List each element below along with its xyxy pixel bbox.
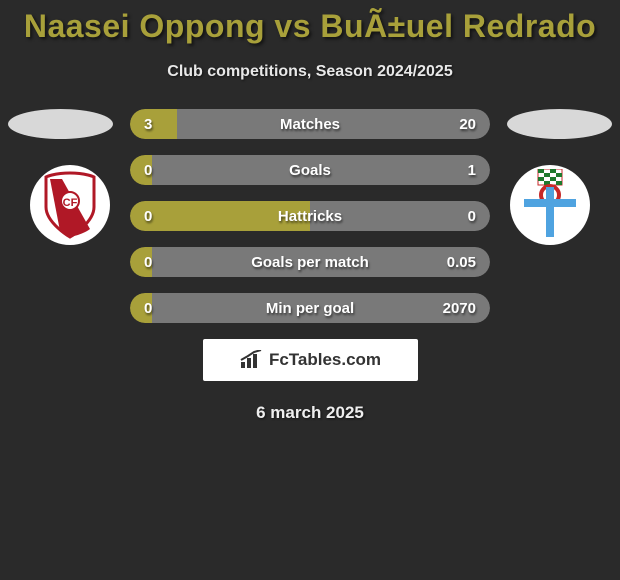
- stat-right-value: 1: [468, 162, 476, 179]
- stat-right-value: 2070: [443, 300, 476, 317]
- stat-label: Hattricks: [278, 208, 342, 225]
- stat-right-value: 0: [468, 208, 476, 225]
- stat-label: Goals: [289, 162, 331, 179]
- stat-left-value: 3: [144, 116, 152, 133]
- comparison-title: Naasei Oppong vs BuÃ±uel Redrado: [0, 0, 620, 45]
- stat-left-fill: [130, 109, 177, 139]
- stat-left-value: 0: [144, 162, 152, 179]
- branding-banner[interactable]: FcTables.com: [203, 339, 418, 381]
- comparison-subtitle: Club competitions, Season 2024/2025: [0, 63, 620, 81]
- stat-left-value: 0: [144, 300, 152, 317]
- club-badge-right: [510, 165, 590, 245]
- club-badge-left: CF: [30, 165, 110, 245]
- player-photo-right: [507, 109, 612, 139]
- bar-chart-icon: [239, 350, 263, 370]
- comparison-content: CF 3 Matches 20 0 Goals 1: [0, 109, 620, 423]
- comparison-date: 6 march 2025: [0, 403, 620, 423]
- stat-row: 0 Goals per match 0.05: [130, 247, 490, 277]
- stats-list: 3 Matches 20 0 Goals 1 0 Hattricks 0 0 G…: [130, 109, 490, 323]
- stat-right-value: 0.05: [447, 254, 476, 271]
- svg-text:CF: CF: [63, 197, 78, 209]
- stat-label: Min per goal: [266, 300, 354, 317]
- stat-row: 0 Min per goal 2070: [130, 293, 490, 323]
- branding-text: FcTables.com: [269, 350, 381, 370]
- stat-left-value: 0: [144, 254, 152, 271]
- stat-row: 0 Hattricks 0: [130, 201, 490, 231]
- racing-ferrol-crest-icon: [518, 169, 582, 241]
- stat-label: Goals per match: [251, 254, 369, 271]
- stat-right-value: 20: [459, 116, 476, 133]
- stat-label: Matches: [280, 116, 340, 133]
- player-photo-left: [8, 109, 113, 139]
- stat-left-value: 0: [144, 208, 152, 225]
- stat-row: 0 Goals 1: [130, 155, 490, 185]
- stat-row: 3 Matches 20: [130, 109, 490, 139]
- granada-crest-icon: CF: [42, 171, 98, 239]
